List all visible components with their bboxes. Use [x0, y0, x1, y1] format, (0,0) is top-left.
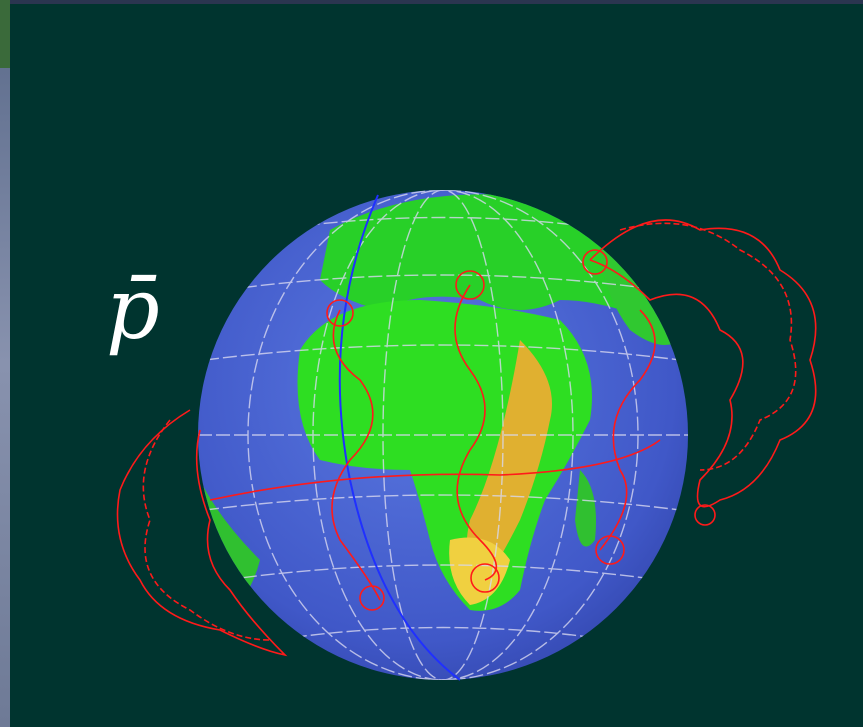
page: p̄ (() => { const data = JSON.parse(docu…: [0, 0, 863, 727]
globe: [198, 190, 690, 680]
window-corner: [0, 0, 10, 68]
particle-label: p̄: [106, 260, 160, 358]
scene: p̄: [0, 0, 863, 727]
window-top: [0, 0, 863, 4]
window-edge: [0, 0, 10, 727]
